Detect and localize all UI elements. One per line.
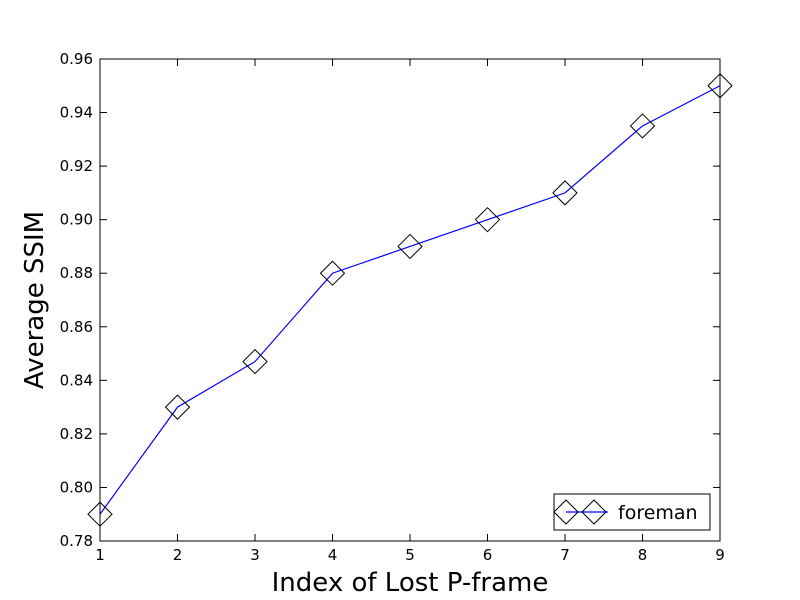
data-point: [552, 180, 578, 206]
y-tick-label: 0.84: [60, 371, 93, 389]
data-point: [397, 233, 423, 260]
x-tick-label: 7: [560, 546, 570, 564]
x-tick-label: 3: [250, 546, 260, 564]
data-point: [164, 394, 191, 420]
x-tick-label: 6: [483, 546, 493, 564]
y-tick-label: 0.88: [60, 264, 93, 282]
data-point: [474, 206, 501, 233]
x-tick-label: 1: [95, 546, 105, 564]
legend-entries: foreman: [553, 499, 698, 525]
series-line-foreman: [99, 85, 721, 515]
y-tick-label: 0.86: [60, 318, 93, 336]
legend-marker: [553, 499, 579, 525]
x-axis-label: Index of Lost P-frame: [272, 568, 549, 598]
y-axis-ticks: 0.78 0.80 0.82 0.84 0.86 0.88 0.90 0.92 0.94 0.96: [60, 50, 720, 550]
x-tick-label: 2: [173, 546, 183, 564]
y-tick-label: 0.92: [60, 157, 93, 175]
series-layer: [87, 73, 733, 527]
data-point: [319, 260, 346, 286]
x-tick-label: 5: [405, 546, 415, 564]
y-tick-label: 0.94: [60, 104, 93, 122]
legend: foreman: [553, 493, 711, 531]
y-tick-label: 0.96: [60, 50, 93, 68]
x-tick-label: 8: [638, 546, 648, 564]
y-tick-label: 0.82: [60, 425, 93, 443]
legend-label: foreman: [618, 502, 698, 524]
legend-marker: [581, 499, 607, 525]
x-axis-ticks: 1 2 3 4 5 6 7 8 9: [95, 59, 725, 564]
x-tick-label: 9: [715, 546, 725, 564]
plot-frame: [99, 58, 721, 542]
data-point: [242, 348, 268, 375]
y-tick-label: 0.78: [60, 532, 93, 550]
y-axis-label: Average SSIM: [20, 211, 50, 389]
data-point: [629, 113, 656, 139]
y-tick-label: 0.80: [60, 478, 93, 496]
y-tick-label: 0.90: [60, 211, 93, 229]
x-tick-label: 4: [328, 546, 338, 564]
